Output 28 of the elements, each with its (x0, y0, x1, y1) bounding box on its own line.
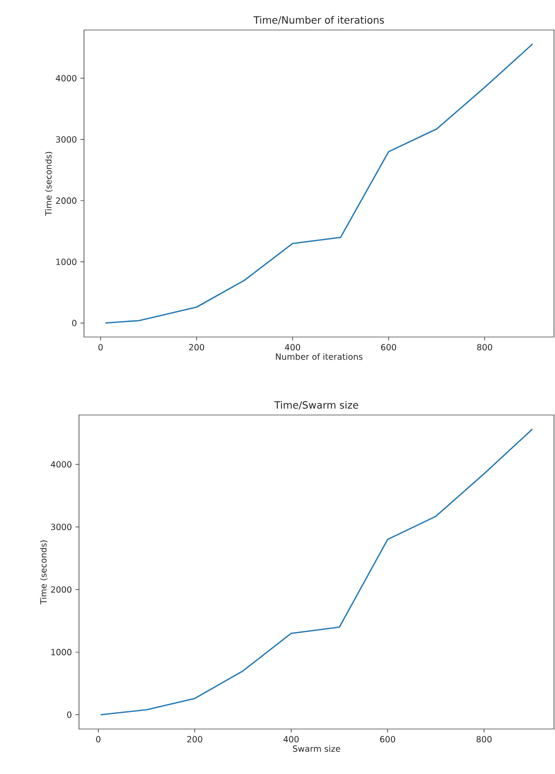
x-tick-label: 800 (476, 736, 492, 742)
y-tick-label: 0 (72, 320, 76, 326)
x-tick-label: 400 (284, 736, 299, 742)
y-tick-label: 1000 (56, 258, 76, 266)
y-tick-label: 1000 (51, 648, 72, 656)
y-axis-title: Time (seconds) (40, 540, 48, 604)
x-axis-title: Number of iterations (276, 353, 362, 360)
y-tick-label: 2000 (56, 197, 76, 204)
x-tick-label: 600 (381, 344, 396, 350)
y-tick-label: 4000 (50, 461, 72, 468)
x-tick-label: 0 (98, 344, 103, 350)
y-tick-label: 2000 (51, 586, 72, 593)
x-tick-label: 0 (96, 736, 100, 742)
x-axis-title: Swarm size (292, 745, 340, 752)
x-tick-label: 800 (477, 344, 492, 350)
line-series (100, 428, 533, 716)
line-series (104, 43, 534, 324)
chart-title: Time/Swarm size (274, 400, 358, 410)
y-axis-title: Time (seconds) (45, 152, 53, 216)
y-tick-label: 0 (67, 712, 72, 718)
x-tick-label: 200 (187, 736, 202, 742)
y-tick-label: 4000 (56, 75, 76, 82)
x-tick-label: 600 (380, 736, 396, 742)
y-tick-label: 3000 (51, 524, 72, 530)
x-tick-label: 200 (189, 344, 204, 350)
x-tick-label: 400 (284, 344, 300, 350)
chart-title: Time/Number of iterations (253, 16, 384, 24)
y-tick-label: 3000 (56, 136, 76, 143)
